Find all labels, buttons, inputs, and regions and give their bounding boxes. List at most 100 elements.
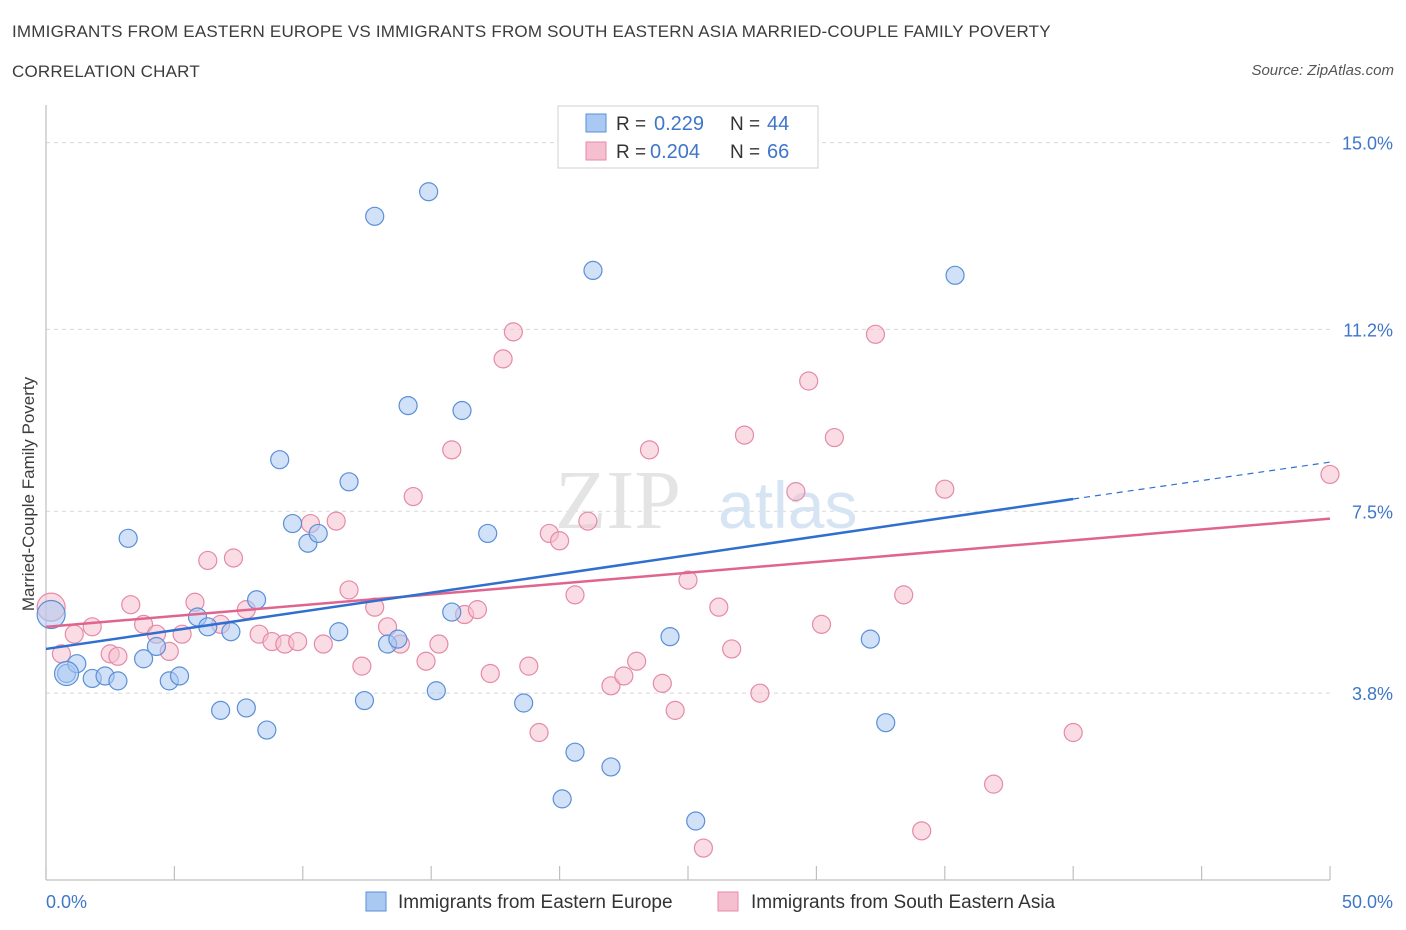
data-point-blue <box>354 690 375 711</box>
data-point-blue <box>53 660 80 687</box>
data-point-pink <box>865 324 886 344</box>
data-point-pink <box>480 663 500 684</box>
data-point-pink <box>529 722 549 743</box>
data-point-blue <box>388 629 408 649</box>
data-point-pink <box>709 597 729 617</box>
data-point-pink <box>326 511 346 531</box>
data-point-pink <box>824 427 844 448</box>
data-point-blue <box>660 627 680 647</box>
data-point-pink <box>108 646 128 666</box>
watermark-atlas: atlas <box>718 468 857 542</box>
data-point-pink <box>352 656 372 676</box>
data-point-blue <box>565 742 585 762</box>
legend-swatch-pink <box>585 141 607 161</box>
data-point-pink <box>678 570 698 590</box>
data-point-pink <box>811 614 832 634</box>
data-point-blue <box>221 622 241 642</box>
data-point-pink <box>313 634 333 654</box>
trend-line-pink <box>45 517 1331 629</box>
data-point-pink <box>665 700 685 720</box>
trend-line-blue <box>45 497 1074 651</box>
y-tick-label: 7.5% <box>1352 502 1393 522</box>
bottom-legend-swatch-blue <box>365 891 387 912</box>
bottom-legend: Immigrants from Eastern Europe Immigrant… <box>365 891 1056 913</box>
data-point-pink <box>223 548 244 568</box>
data-point-blue <box>419 182 439 202</box>
data-point-pink <box>503 322 523 342</box>
watermark-zip: ZIP <box>555 454 681 547</box>
data-point-blue <box>876 713 896 733</box>
data-point-pink <box>121 595 141 615</box>
data-point-blue <box>398 395 418 416</box>
data-point-blue <box>686 811 706 831</box>
data-point-pink <box>493 349 513 369</box>
data-point-blue <box>282 513 303 534</box>
data-point-blue <box>860 629 880 649</box>
data-point-blue <box>236 698 256 718</box>
data-point-pink <box>894 585 914 605</box>
data-point-blue <box>118 528 138 548</box>
data-point-blue <box>426 681 446 701</box>
data-point-blue <box>270 450 290 470</box>
data-point-blue <box>36 599 66 630</box>
y-tick-label: 11.2% <box>1343 320 1393 340</box>
bottom-legend-label-pink: Immigrants from South Eastern Asia <box>751 892 1056 913</box>
data-point-blue <box>339 472 359 492</box>
y-axis-title-group: Married-Couple Family Poverty <box>19 376 38 611</box>
data-point-pink <box>734 425 755 445</box>
data-point-pink <box>722 639 742 659</box>
data-point-blue <box>308 523 328 544</box>
data-point-pink <box>82 617 102 637</box>
source-label: Source: ZipAtlas.com <box>1251 62 1394 79</box>
chart-title-line2: CORRELATION CHART <box>12 62 200 81</box>
data-point-pink <box>549 531 570 551</box>
trend-line-blue-extension <box>1073 461 1331 500</box>
data-point-pink <box>693 838 714 858</box>
x-tick-label-max: 50.0% <box>1342 892 1393 912</box>
legend-n-value-pink: 66 <box>767 141 789 163</box>
data-point-pink <box>799 371 819 391</box>
legend-r-label-blue: R = <box>616 114 646 135</box>
chart-title-line1: IMMIGRANTS FROM EASTERN EUROPE VS IMMIGR… <box>12 22 1051 41</box>
data-point-pink <box>983 774 1004 794</box>
legend-n-value-blue: 44 <box>767 113 789 135</box>
data-point-pink <box>403 486 423 507</box>
series-pink-points <box>36 322 1340 858</box>
legend-r-value-blue: 0.229 <box>654 113 704 135</box>
data-point-pink <box>416 651 436 671</box>
data-point-pink <box>639 440 660 460</box>
data-point-blue <box>552 789 572 809</box>
x-tick-label-min: 0.0% <box>46 892 87 912</box>
data-point-pink <box>198 550 218 571</box>
data-point-blue <box>146 636 167 657</box>
watermark: ZIP atlas <box>555 454 857 547</box>
data-point-pink <box>935 479 955 499</box>
trend-lines <box>45 461 1331 651</box>
data-point-pink <box>429 634 449 654</box>
data-point-pink <box>565 585 585 605</box>
data-point-pink <box>288 631 308 652</box>
data-point-pink <box>614 666 634 686</box>
y-tick-label: 3.8% <box>1352 684 1393 704</box>
data-point-blue <box>365 206 385 226</box>
data-point-blue <box>257 720 277 740</box>
data-point-blue <box>108 671 128 691</box>
data-point-blue <box>169 666 190 686</box>
data-point-pink <box>578 511 598 531</box>
data-point-pink <box>786 482 806 502</box>
data-point-blue <box>514 693 534 713</box>
axis-layer: 0.0% 50.0% <box>45 105 1393 912</box>
y-tick-label: 15.0% <box>1342 134 1393 154</box>
legend-r-value-pink: 0.204 <box>650 141 700 163</box>
data-point-blue <box>478 523 498 544</box>
data-point-pink <box>750 683 770 703</box>
data-point-blue <box>601 757 621 777</box>
y-axis-title: Married-Couple Family Poverty <box>19 376 38 611</box>
legend-n-label-blue: N = <box>730 114 760 135</box>
legend-n-label-pink: N = <box>730 142 760 163</box>
data-point-pink <box>519 656 539 676</box>
data-point-blue <box>945 265 965 285</box>
data-point-pink <box>442 440 462 460</box>
data-point-pink <box>601 676 621 696</box>
